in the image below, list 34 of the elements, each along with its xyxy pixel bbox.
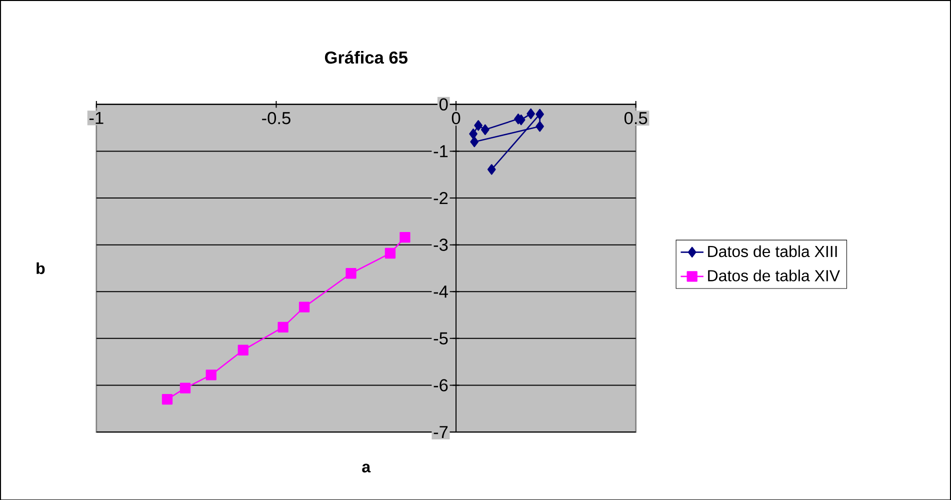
point	[536, 108, 544, 120]
point	[180, 382, 191, 394]
point	[474, 120, 482, 131]
y-tick-label: -5	[434, 332, 448, 344]
y-tick-label: 0	[439, 98, 448, 110]
point	[298, 302, 310, 312]
point	[470, 136, 479, 147]
x-axis-title: a	[362, 463, 371, 472]
point	[526, 108, 535, 119]
point	[384, 248, 396, 258]
point	[278, 322, 288, 332]
x-tick-label: 0.5	[624, 112, 648, 124]
point	[346, 268, 356, 278]
point	[206, 369, 216, 380]
y-tick-label: -3	[434, 238, 448, 251]
legend-label: Datos de tabla XIV	[708, 269, 840, 282]
y-axis-title: b	[36, 262, 45, 274]
point	[480, 124, 490, 135]
point	[536, 120, 544, 132]
point	[162, 394, 173, 404]
y-tick-label: -4	[434, 285, 448, 298]
chart-title: Gráfica 65	[324, 50, 408, 64]
y-tick-label: -1	[434, 145, 448, 157]
point	[238, 344, 248, 356]
point	[469, 128, 478, 139]
point	[400, 232, 410, 242]
x-tick-label: -0.5	[262, 112, 290, 124]
legend-label: Datos de tabla XIII	[708, 245, 837, 257]
y-tick-label: -7	[434, 426, 448, 438]
y-tick-label: -6	[434, 378, 448, 392]
y-tick-label: -2	[434, 192, 448, 204]
x-tick-label: 0	[452, 112, 460, 124]
x-tick-label: -1	[89, 112, 104, 124]
point	[487, 164, 496, 175]
